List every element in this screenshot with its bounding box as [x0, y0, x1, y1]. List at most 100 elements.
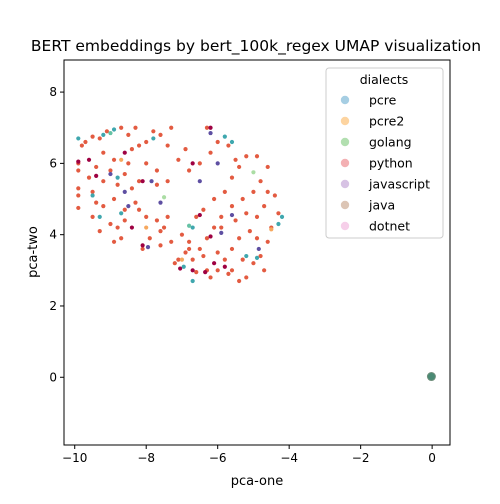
x-tick-label: −4	[280, 451, 298, 465]
plot-frame	[63, 59, 451, 446]
data-point	[258, 179, 263, 184]
data-point	[129, 147, 135, 152]
data-point	[147, 236, 152, 241]
data-point	[219, 214, 224, 219]
points-layer	[76, 125, 436, 382]
data-point	[111, 127, 117, 132]
data-point	[244, 154, 249, 159]
data-point	[226, 271, 231, 276]
data-point	[190, 278, 195, 284]
data-point	[126, 204, 131, 209]
legend-title: dialects	[360, 72, 409, 87]
data-point	[265, 189, 270, 194]
data-point	[233, 157, 238, 162]
data-point	[169, 239, 174, 244]
data-point	[136, 179, 142, 184]
legend-entries: pcre pcre2 golang python javascript java dotne…	[340, 93, 430, 234]
legend-marker	[340, 137, 350, 147]
data-point	[254, 236, 260, 241]
data-point	[204, 125, 210, 130]
data-point	[229, 212, 235, 218]
data-point	[165, 143, 170, 148]
legend-label: javascript	[368, 177, 430, 192]
legend-label: pcre	[369, 93, 397, 108]
legend: dialects pcre pcre2 golang python javascript…	[325, 67, 444, 239]
data-point	[149, 179, 154, 184]
data-point	[86, 175, 92, 180]
data-point	[197, 212, 202, 218]
data-point	[158, 132, 163, 137]
data-point	[94, 200, 99, 205]
data-point	[244, 211, 249, 216]
data-point	[233, 218, 238, 223]
y-tick-label: 6	[49, 156, 57, 170]
data-point	[165, 179, 170, 184]
data-point	[154, 218, 160, 223]
data-point	[222, 189, 227, 194]
data-point	[212, 225, 217, 230]
data-point	[101, 150, 106, 155]
data-point	[212, 196, 217, 202]
data-point	[79, 143, 84, 148]
data-point	[129, 186, 135, 191]
data-point	[136, 207, 142, 212]
data-point	[240, 257, 245, 262]
data-point	[258, 253, 263, 259]
data-point	[190, 225, 195, 230]
data-point	[229, 175, 235, 180]
data-point	[122, 207, 127, 212]
data-point	[111, 196, 117, 202]
data-point	[101, 179, 106, 184]
data-point	[86, 157, 92, 162]
data-point	[208, 125, 213, 130]
data-point	[158, 229, 163, 234]
data-point	[276, 211, 281, 216]
data-point	[126, 161, 131, 166]
data-point	[229, 246, 235, 252]
data-point	[222, 134, 227, 139]
data-point	[183, 250, 188, 255]
data-point	[97, 214, 102, 219]
data-point	[276, 221, 281, 227]
y-tick-label: 2	[49, 299, 57, 313]
data-point	[101, 132, 106, 137]
data-point	[115, 175, 120, 180]
data-point	[426, 372, 436, 382]
data-point	[186, 223, 192, 228]
data-point	[215, 139, 220, 145]
data-point	[76, 205, 81, 211]
data-point	[133, 125, 138, 130]
legend-label: dotnet	[369, 219, 410, 234]
data-point	[226, 143, 231, 148]
data-point	[254, 214, 260, 219]
data-point	[265, 164, 270, 170]
plot-area	[63, 59, 451, 446]
data-point	[140, 246, 145, 252]
data-point	[108, 171, 113, 177]
data-point	[208, 234, 213, 239]
data-point	[262, 204, 267, 209]
data-point	[237, 164, 242, 170]
data-point	[197, 161, 202, 166]
data-point	[190, 257, 195, 262]
data-point	[154, 182, 160, 187]
data-point	[254, 255, 260, 260]
data-point	[97, 229, 102, 234]
data-point	[190, 161, 195, 166]
data-point	[161, 225, 167, 230]
data-point	[165, 214, 170, 219]
data-point	[122, 218, 127, 223]
data-point	[219, 225, 224, 230]
x-tick-label: −2	[352, 451, 370, 465]
data-point	[222, 264, 227, 269]
data-point	[151, 129, 156, 134]
data-point	[208, 130, 213, 136]
data-point	[208, 150, 213, 155]
data-point	[229, 204, 235, 209]
x-tick-label: −10	[62, 451, 87, 465]
x-tick-label: 0	[428, 451, 436, 465]
data-point	[208, 275, 213, 280]
data-point	[76, 168, 81, 173]
